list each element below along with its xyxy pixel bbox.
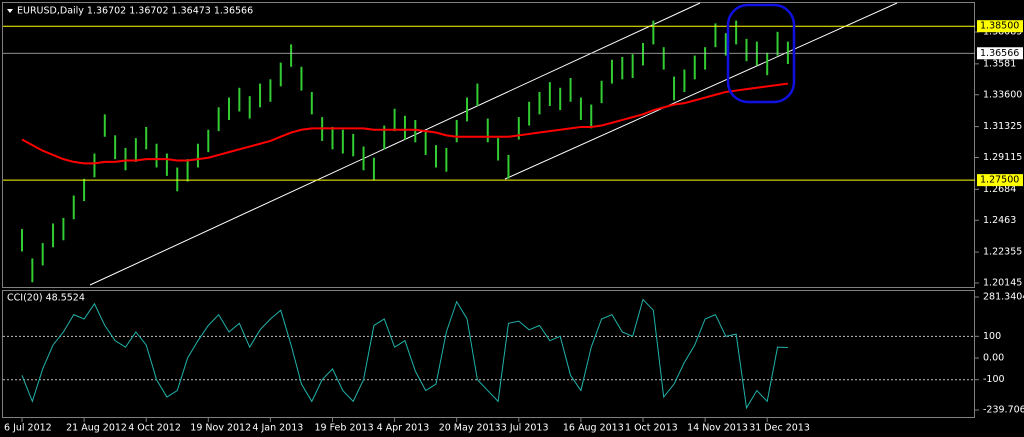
current-price-label: 1.36566 — [980, 48, 1019, 59]
x-tick-label: 1 Oct 2013 — [625, 423, 678, 434]
level-label: 1.27500 — [980, 175, 1019, 186]
level-tag — [977, 174, 1023, 187]
level-tag — [977, 20, 1023, 33]
y-tick-label: 1.22355 — [983, 247, 1022, 258]
x-tick-label: 20 May 2013 — [439, 423, 501, 434]
x-tick-label: 4 Oct 2012 — [128, 423, 181, 434]
highlight-ellipse — [726, 3, 796, 104]
y-tick-label: 1.33600 — [983, 89, 1022, 100]
x-tick-label: 4 Apr 2013 — [377, 423, 430, 434]
y-tick-label: -100 — [983, 374, 1005, 385]
y-tick-label: 100 — [983, 331, 1001, 342]
trend-line — [89, 2, 701, 286]
current-price-tag — [977, 47, 1023, 60]
cci-panel — [2, 290, 975, 418]
x-tick-label: 31 Dec 2013 — [749, 423, 810, 434]
y-tick-label: -239.7069 — [983, 404, 1024, 415]
x-tick-label: 3 Jul 2013 — [501, 423, 549, 434]
x-tick-label: 6 Jul 2012 — [4, 423, 52, 434]
y-tick-label: 1.2463 — [983, 215, 1016, 226]
y-tick-label: 1.2684 — [983, 184, 1016, 195]
x-tick-label: 21 Aug 2012 — [66, 423, 127, 434]
y-tick-label: 0.00 — [983, 353, 1004, 364]
y-tick-label: 1.20145 — [983, 278, 1022, 289]
dropdown-icon — [7, 9, 13, 13]
x-tick-label: 19 Feb 2013 — [315, 423, 374, 434]
y-tick-label: 1.29115 — [983, 152, 1022, 163]
price-panel — [2, 2, 975, 288]
cci-title: CCI(20) 48.5524 — [7, 293, 85, 304]
chart-title: EURUSD,Daily 1.36702 1.36702 1.36473 1.3… — [17, 6, 253, 17]
y-tick-label: 1.3581 — [983, 58, 1016, 69]
level-label: 1.38500 — [980, 21, 1019, 32]
trend-line — [504, 2, 898, 180]
plot-layer: 1.380851.35811.336001.313251.291151.2684… — [3, 20, 1024, 434]
x-tick-label: 14 Nov 2013 — [687, 423, 748, 434]
moving-average — [21, 82, 789, 165]
x-tick-label: 16 Aug 2013 — [563, 423, 624, 434]
y-tick-label: 1.31325 — [983, 121, 1022, 132]
x-tick-label: 19 Nov 2012 — [190, 423, 251, 434]
y-tick-label: 281.3404 — [983, 291, 1024, 302]
x-tick-label: 4 Jan 2013 — [252, 423, 303, 434]
cci-line — [21, 298, 788, 410]
